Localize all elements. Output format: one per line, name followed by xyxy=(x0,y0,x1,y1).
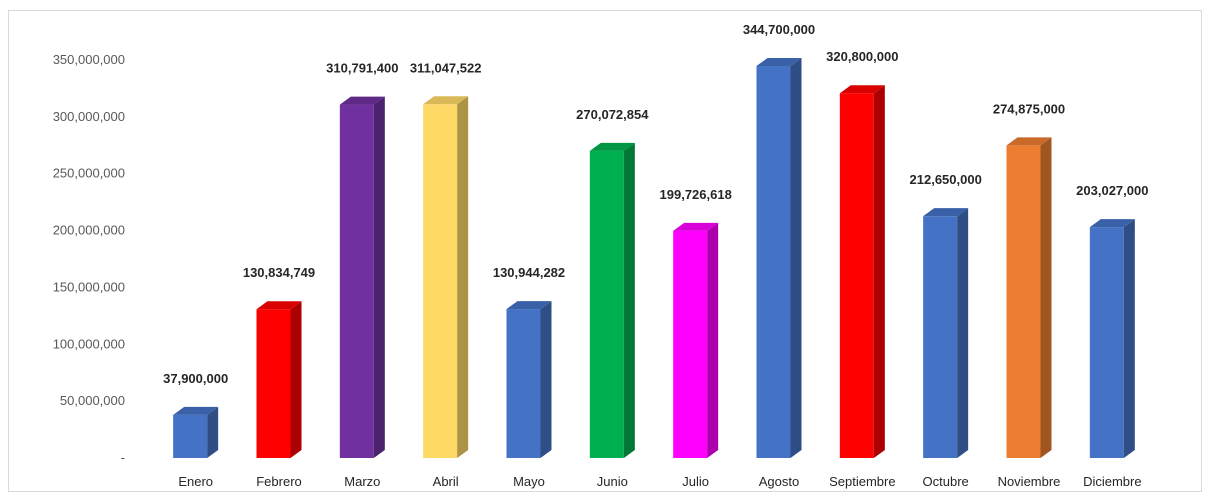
bar-side xyxy=(873,85,885,458)
bar-top xyxy=(756,58,802,67)
bar-mayo xyxy=(506,301,552,458)
data-label: 199,726,618 xyxy=(660,187,732,202)
y-tick-label: 150,000,000 xyxy=(53,279,125,294)
bar-top xyxy=(1006,137,1052,146)
bar-top xyxy=(423,96,469,105)
bar-junio xyxy=(589,142,635,458)
x-tick-label: Marzo xyxy=(344,474,380,489)
bar-marzo xyxy=(339,96,385,458)
y-tick-label: 200,000,000 xyxy=(53,223,125,238)
chart-frame: - 50,000,000 100,000,000 150,000,000 200,000… xyxy=(8,10,1202,492)
data-label: 344,700,000 xyxy=(743,22,815,37)
bar-top xyxy=(1089,219,1135,228)
bar-top xyxy=(839,85,885,94)
bar-top xyxy=(589,142,635,151)
bar-side xyxy=(623,142,635,458)
y-tick-label: - xyxy=(121,450,125,465)
bar-side xyxy=(207,406,219,458)
data-label: 203,027,000 xyxy=(1076,183,1148,198)
bar-side xyxy=(790,58,802,458)
data-label: 320,800,000 xyxy=(826,49,898,64)
x-tick-label: Junio xyxy=(597,474,628,489)
bar-front xyxy=(423,104,458,459)
bar-top xyxy=(506,301,552,310)
data-label: 311,047,522 xyxy=(410,60,482,75)
y-tick-label: 50,000,000 xyxy=(60,393,125,408)
bar-side xyxy=(290,301,302,458)
bar-side xyxy=(707,222,719,458)
x-tick-label: Agosto xyxy=(759,474,799,489)
x-tick-label: Mayo xyxy=(513,474,545,489)
bar-side xyxy=(457,96,469,459)
bar-front xyxy=(923,216,958,458)
bar-septiembre xyxy=(839,85,885,458)
x-tick-label: Febrero xyxy=(256,474,302,489)
bar-front xyxy=(339,104,374,458)
x-tick-label: Noviembre xyxy=(998,474,1061,489)
y-tick-label: 100,000,000 xyxy=(53,336,125,351)
bar-abril xyxy=(423,96,469,459)
bar-top xyxy=(923,208,969,217)
bar-front xyxy=(173,414,208,458)
y-tick-label: 250,000,000 xyxy=(53,166,125,181)
y-axis-ticks: - 50,000,000 100,000,000 150,000,000 200,000… xyxy=(53,52,125,465)
bar-side xyxy=(540,301,552,458)
bar-febrero xyxy=(256,301,302,458)
bars xyxy=(173,58,1135,459)
bar-front xyxy=(756,66,791,458)
x-tick-label: Abril xyxy=(433,474,459,489)
data-label: 130,834,749 xyxy=(243,265,315,280)
data-label: 274,875,000 xyxy=(993,101,1065,116)
bar-side xyxy=(373,96,385,458)
x-axis-labels: Enero Febrero Marzo Abril Mayo Junio Julio Agos… xyxy=(178,474,1141,489)
bar-diciembre xyxy=(1089,219,1135,458)
bar-top xyxy=(256,301,302,310)
data-label: 37,900,000 xyxy=(163,371,228,386)
bar-front xyxy=(673,230,708,458)
y-tick-label: 350,000,000 xyxy=(53,52,125,67)
data-label: 130,944,282 xyxy=(493,265,565,280)
bar-top xyxy=(173,406,219,415)
bar-side xyxy=(957,208,969,458)
bar-front xyxy=(839,93,874,458)
bar-top xyxy=(339,96,385,105)
data-labels: 37,900,000 130,834,749 310,791,400 311,047,… xyxy=(163,22,1148,386)
data-label: 212,650,000 xyxy=(910,172,982,187)
bar-front xyxy=(589,150,624,458)
data-label: 310,791,400 xyxy=(326,61,398,76)
bar-julio xyxy=(673,222,719,458)
x-tick-label: Septiembre xyxy=(829,474,895,489)
bar-front xyxy=(256,309,291,458)
bar-octubre xyxy=(923,208,969,458)
bar-front xyxy=(1006,145,1041,458)
bar-agosto xyxy=(756,58,802,458)
x-tick-label: Octubre xyxy=(923,474,969,489)
y-tick-label: 300,000,000 xyxy=(53,109,125,124)
bar-enero xyxy=(173,406,219,458)
bar-side xyxy=(1040,137,1052,458)
bar-top xyxy=(673,222,719,231)
x-tick-label: Julio xyxy=(682,474,709,489)
bar-chart: - 50,000,000 100,000,000 150,000,000 200,000… xyxy=(53,22,1149,489)
bar-noviembre xyxy=(1006,137,1052,458)
data-label: 270,072,854 xyxy=(576,107,649,122)
bar-front xyxy=(1089,227,1124,458)
bar-front xyxy=(506,309,541,458)
x-tick-label: Diciembre xyxy=(1083,474,1142,489)
bar-side xyxy=(1123,219,1135,458)
x-tick-label: Enero xyxy=(178,474,213,489)
